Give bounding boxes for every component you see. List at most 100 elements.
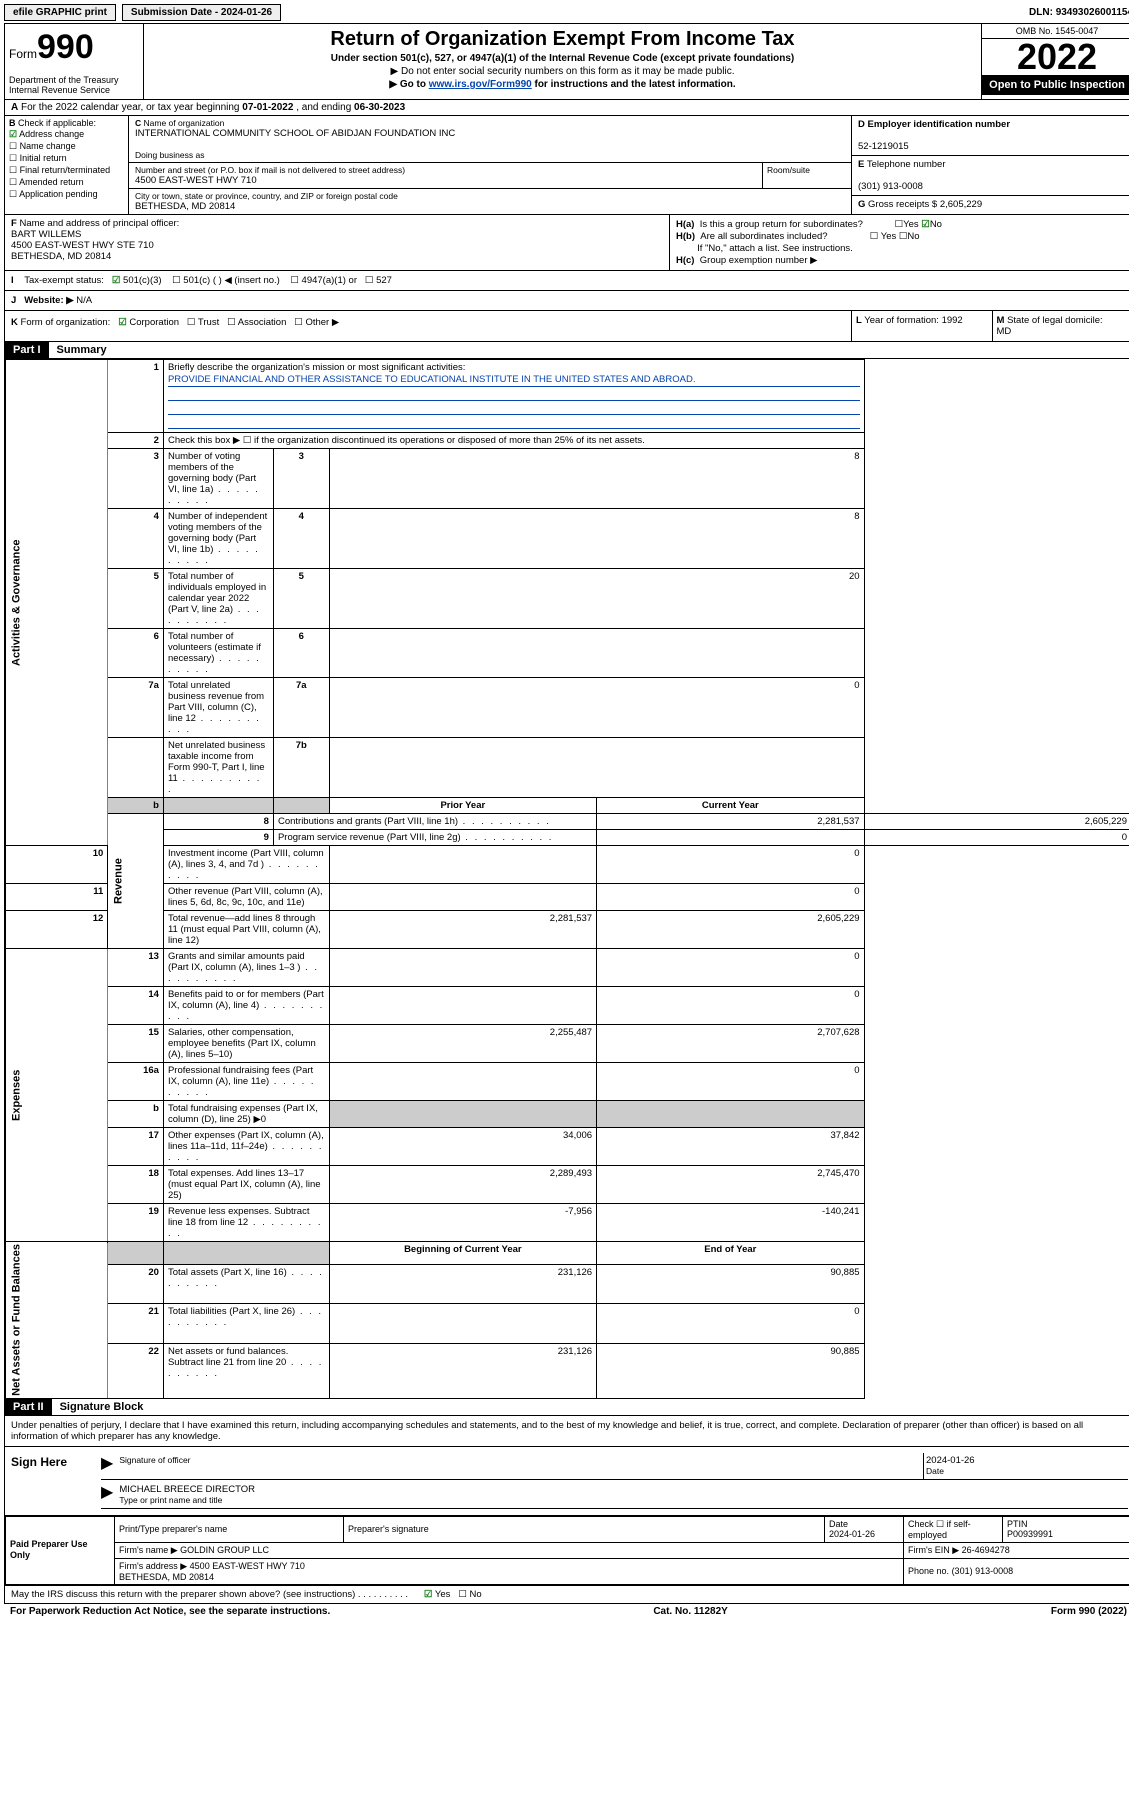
l19-cy: -140,241 bbox=[597, 1204, 864, 1242]
k-trust[interactable]: Trust bbox=[198, 317, 219, 328]
boy-hdr: Beginning of Current Year bbox=[329, 1242, 596, 1265]
chk-address[interactable]: ☑ Address change bbox=[9, 129, 124, 140]
l17-py: 34,006 bbox=[329, 1128, 596, 1166]
header-right: OMB No. 1545-0047 2022 Open to Public In… bbox=[981, 24, 1129, 99]
l10: Investment income (Part VIII, column (A)… bbox=[163, 846, 329, 884]
l10-cy: 0 bbox=[597, 846, 864, 884]
l11: Other revenue (Part VIII, column (A), li… bbox=[163, 884, 329, 911]
l18-cy: 2,745,470 bbox=[597, 1166, 864, 1204]
l2: Check this box ▶ ☐ if the organization d… bbox=[163, 433, 864, 449]
i-527[interactable]: 527 bbox=[376, 275, 392, 286]
l22: Net assets or fund balances. Subtract li… bbox=[163, 1343, 329, 1398]
row-k: K Form of organization: ☑ Corporation ☐ … bbox=[5, 311, 1129, 342]
efile-btn[interactable]: efile GRAPHIC print bbox=[4, 4, 116, 21]
l1-text: Briefly describe the organization's miss… bbox=[168, 362, 466, 373]
l19-py: -7,956 bbox=[329, 1204, 596, 1242]
l11-cy: 0 bbox=[597, 884, 864, 911]
officer-lbl: Type or print name and title bbox=[119, 1495, 222, 1505]
rowa-mid: , and ending bbox=[293, 102, 354, 113]
col-h: H(a) Is this a group return for subordin… bbox=[670, 215, 1129, 270]
box-c-street: Number and street (or P.O. box if mail i… bbox=[129, 163, 851, 189]
l7a: Total unrelated business revenue from Pa… bbox=[163, 678, 273, 738]
phone: (301) 913-0008 bbox=[858, 181, 923, 192]
top-bar: efile GRAPHIC print Submission Date - 20… bbox=[4, 4, 1129, 21]
i-501c[interactable]: 501(c) ( ) ◀ (insert no.) bbox=[183, 275, 280, 286]
l13-cy: 0 bbox=[597, 949, 864, 987]
dln-val: 93493026001154 bbox=[1056, 7, 1129, 18]
subdate-val: 2024-01-26 bbox=[221, 7, 272, 18]
box-d: D Employer identification number52-12190… bbox=[852, 116, 1129, 156]
p-sig-lbl: Preparer's signature bbox=[344, 1516, 825, 1542]
l5-val: 20 bbox=[329, 569, 864, 629]
open-inspection: Open to Public Inspection bbox=[982, 75, 1129, 95]
l16b: Total fundraising expenses (Part IX, col… bbox=[163, 1101, 329, 1128]
rowa-end: 06-30-2023 bbox=[354, 102, 405, 113]
h-b: H(b) Are all subordinates included? ☐ Ye… bbox=[676, 231, 1126, 242]
col-deg: D Employer identification number52-12190… bbox=[851, 116, 1129, 214]
l4-val: 8 bbox=[329, 509, 864, 569]
form-num: 990 bbox=[37, 28, 94, 66]
p-date: Date2024-01-26 bbox=[825, 1516, 904, 1542]
box-m: M State of legal domicile:MD bbox=[993, 311, 1129, 341]
h-b-note: If "No," attach a list. See instructions… bbox=[676, 243, 1126, 254]
side-netassets: Net Assets or Fund Balances bbox=[6, 1242, 108, 1399]
chk-final[interactable]: ☐ Final return/terminated bbox=[9, 165, 124, 176]
side-revenue: Revenue bbox=[108, 814, 164, 949]
col-f: F Name and address of principal officer:… bbox=[5, 215, 670, 270]
k-assoc[interactable]: Association bbox=[238, 317, 287, 328]
chk-amended[interactable]: ☐ Amended return bbox=[9, 177, 124, 188]
dln-lbl: DLN: bbox=[1029, 7, 1056, 18]
l14-cy: 0 bbox=[597, 987, 864, 1025]
sub3-link[interactable]: www.irs.gov/Form990 bbox=[429, 79, 532, 90]
l18: Total expenses. Add lines 13–17 (must eq… bbox=[163, 1166, 329, 1204]
box-l: L Year of formation: 1992 bbox=[852, 311, 993, 341]
l8: Contributions and grants (Part VIII, lin… bbox=[273, 814, 596, 830]
chk-name[interactable]: ☐ Name change bbox=[9, 141, 124, 152]
l1-num: 1 bbox=[108, 360, 164, 433]
sig-intro: Under penalties of perjury, I declare th… bbox=[5, 1416, 1129, 1447]
footer-center: Cat. No. 11282Y bbox=[653, 1606, 727, 1617]
form-prefix: Form bbox=[9, 47, 37, 61]
l14: Benefits paid to or for members (Part IX… bbox=[163, 987, 329, 1025]
side-governance: Activities & Governance bbox=[6, 360, 108, 846]
c-name-lbl: C Name of organization bbox=[135, 118, 845, 128]
summary-table: Activities & Governance 1 Briefly descri… bbox=[5, 359, 1129, 1399]
row-a: A For the 2022 calendar year, or tax yea… bbox=[5, 100, 1129, 116]
subdate-btn[interactable]: Submission Date - 2024-01-26 bbox=[122, 4, 281, 21]
c-street-lbl: Number and street (or P.O. box if mail i… bbox=[135, 165, 756, 175]
footer-left: For Paperwork Reduction Act Notice, see … bbox=[10, 1606, 330, 1617]
l17-cy: 37,842 bbox=[597, 1128, 864, 1166]
l3-val: 8 bbox=[329, 449, 864, 509]
part1-hdr: Part ISummary bbox=[5, 342, 1129, 359]
sub3: ▶ Go to www.irs.gov/Form990 for instruct… bbox=[148, 79, 977, 90]
l7a-val: 0 bbox=[329, 678, 864, 738]
k-corp[interactable]: Corporation bbox=[129, 317, 179, 328]
header-row: Form990 Department of the Treasury Inter… bbox=[5, 24, 1129, 100]
c-city-lbl: City or town, state or province, country… bbox=[135, 191, 845, 201]
c-name: INTERNATIONAL COMMUNITY SCHOOL OF ABIDJA… bbox=[135, 128, 845, 139]
preparer-table: Paid Preparer Use Only Print/Type prepar… bbox=[5, 1516, 1129, 1585]
sign-here-row: Sign Here ▶ Signature of officer 2024-01… bbox=[5, 1447, 1129, 1516]
section-bcd: B Check if applicable: ☑ Address change … bbox=[5, 116, 1129, 215]
tax-year: 2022 bbox=[982, 39, 1129, 75]
l16a-cy: 0 bbox=[597, 1063, 864, 1101]
sig-officer-lbl: Signature of officer bbox=[119, 1455, 921, 1465]
l6: Total number of volunteers (estimate if … bbox=[163, 629, 273, 678]
sign-here: Sign Here bbox=[5, 1447, 77, 1515]
chk-pending[interactable]: ☐ Application pending bbox=[9, 189, 124, 200]
firm-phone: Phone no. (301) 913-0008 bbox=[904, 1558, 1129, 1584]
i-4947[interactable]: 4947(a)(1) or bbox=[302, 275, 357, 286]
i-lbl: Tax-exempt status: bbox=[24, 275, 104, 286]
l5: Total number of individuals employed in … bbox=[163, 569, 273, 629]
firm-name: Firm's name ▶ GOLDIN GROUP LLC bbox=[115, 1542, 904, 1558]
l7b-val bbox=[329, 738, 864, 798]
box-c-name: C Name of organization INTERNATIONAL COM… bbox=[129, 116, 851, 163]
arrow-icon: ▶ bbox=[101, 1453, 113, 1479]
p-self[interactable]: Check ☐ if self-employed bbox=[904, 1516, 1003, 1542]
l6-val bbox=[329, 629, 864, 678]
l20: Total assets (Part X, line 16) bbox=[163, 1265, 329, 1304]
chk-initial[interactable]: ☐ Initial return bbox=[9, 153, 124, 164]
i-501c3[interactable]: 501(c)(3) bbox=[123, 275, 162, 286]
k-other[interactable]: Other ▶ bbox=[305, 317, 339, 328]
col-cd: C Name of organization INTERNATIONAL COM… bbox=[129, 116, 851, 214]
